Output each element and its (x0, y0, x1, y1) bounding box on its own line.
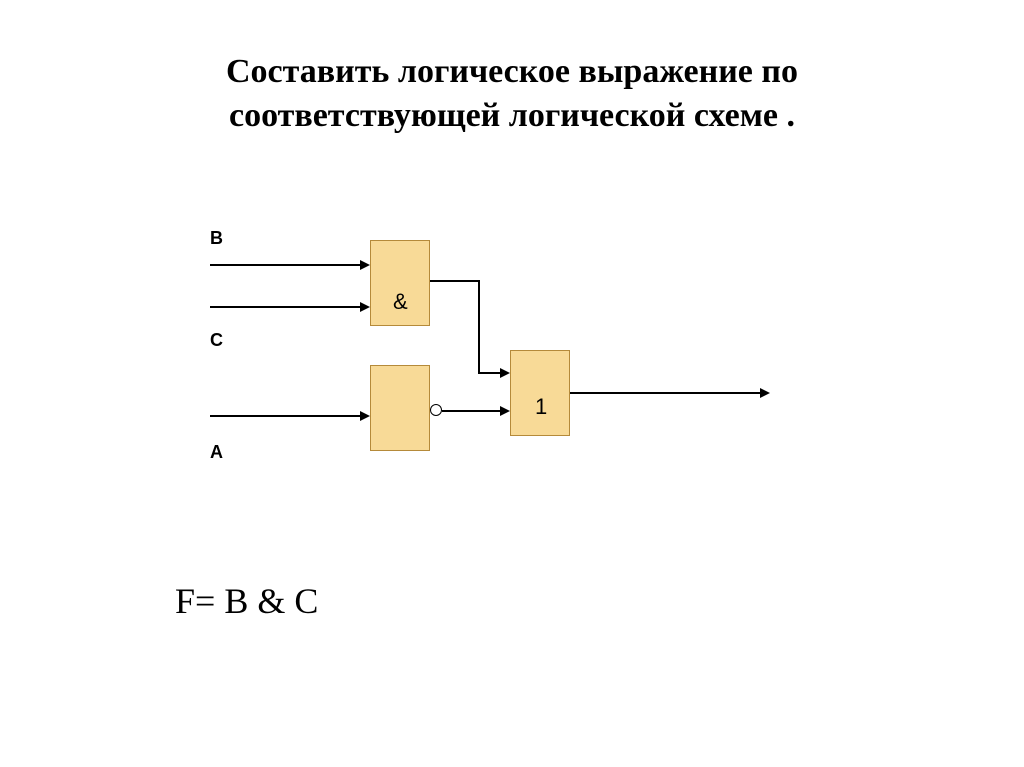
formula-text: F= B & C (175, 580, 318, 622)
wire-b (210, 264, 360, 266)
not-gate (370, 365, 430, 451)
or-gate: 1 (510, 350, 570, 436)
arrow-not-or-icon (500, 406, 510, 416)
logic-diagram: B C A & 1 (210, 220, 810, 500)
title-line2: соответствующей логической схеме . (229, 97, 795, 134)
arrow-b-icon (360, 260, 370, 270)
wire-and-to-or (478, 372, 501, 374)
wire-and-out-v (478, 280, 480, 374)
arrow-out-icon (760, 388, 770, 398)
input-label-c: C (210, 330, 223, 351)
or-symbol: 1 (535, 394, 547, 420)
wire-not-to-or (442, 410, 500, 412)
wire-and-out-h (430, 280, 480, 282)
arrow-a-icon (360, 411, 370, 421)
and-symbol: & (393, 289, 408, 315)
wire-c (210, 306, 360, 308)
not-bubble-icon (430, 404, 442, 416)
arrow-and-or-icon (500, 368, 510, 378)
arrow-c-icon (360, 302, 370, 312)
wire-a (210, 415, 360, 417)
title-line1: Составить логическое выражение по (226, 53, 798, 90)
input-label-a: A (210, 442, 223, 463)
wire-or-out (570, 392, 760, 394)
input-label-b: B (210, 228, 223, 249)
formula-before: F= B & C (175, 581, 318, 621)
and-gate: & (370, 240, 430, 326)
page-title: Составить логическое выражение по соотве… (87, 50, 937, 138)
